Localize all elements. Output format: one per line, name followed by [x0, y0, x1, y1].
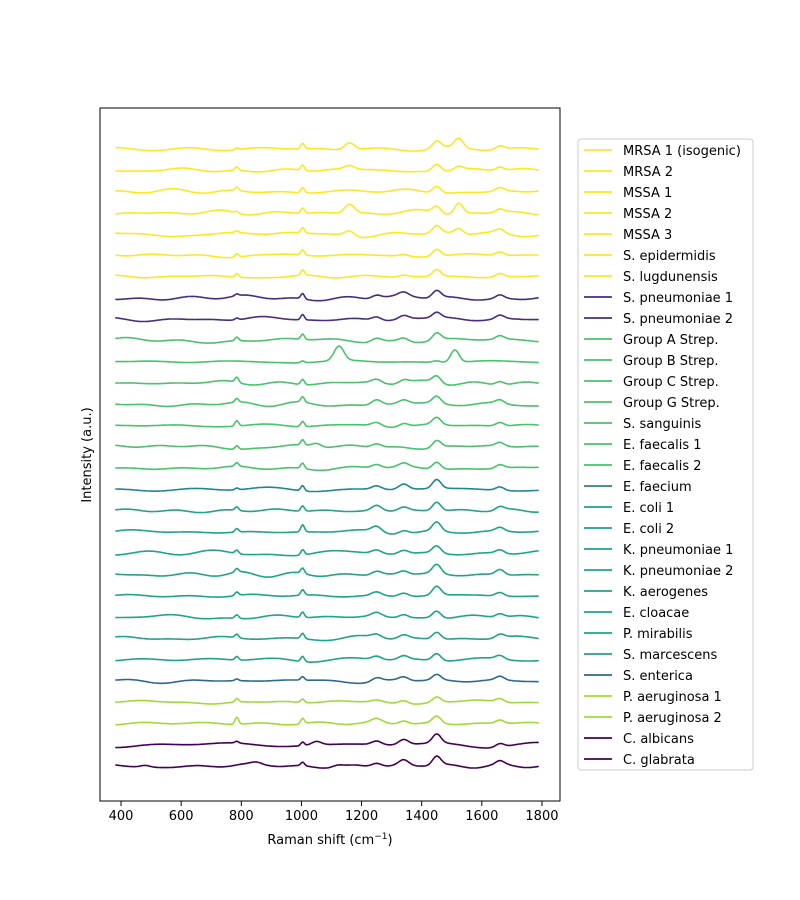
series-line	[115, 563, 539, 578]
legend-label: P. aeruginosa 1	[623, 690, 722, 705]
legend-label: P. mirabilis	[623, 627, 693, 642]
series-line	[115, 585, 539, 598]
series-line	[115, 416, 539, 429]
legend-label: K. pneumoniae 1	[623, 543, 733, 558]
series-line	[115, 289, 539, 302]
legend-label: S. enterica	[623, 669, 693, 684]
legend-label: E. faecium	[623, 480, 692, 495]
legend-label: Group A Strep.	[623, 333, 719, 348]
x-axis-ticks: 400 600 800 1000 1200 1400 1600 1800	[109, 801, 559, 824]
series-line	[115, 163, 539, 173]
x-tick-label: 1800	[525, 809, 558, 824]
series-line	[115, 332, 539, 344]
series-line	[115, 652, 539, 663]
legend-label: MSSA 2	[623, 207, 672, 222]
legend-label: MRSA 1 (isogenic)	[623, 144, 741, 159]
legend-label: MSSA 1	[623, 186, 672, 201]
legend-label: K. aerogenes	[623, 585, 708, 600]
y-axis-label: Intensity (a.u.)	[80, 407, 95, 502]
series-line	[115, 248, 539, 259]
series-line	[115, 544, 539, 557]
series-line	[115, 395, 539, 408]
legend-label: S. epidermidis	[623, 249, 716, 264]
legend-label: C. albicans	[623, 732, 694, 747]
series-line	[115, 461, 539, 472]
x-tick-label: 600	[169, 809, 194, 824]
series-line	[115, 438, 539, 450]
legend-label: E. faecalis 2	[623, 459, 702, 474]
series-line	[115, 733, 539, 749]
series-line	[115, 755, 539, 769]
legend-label: S. lugdunensis	[623, 270, 718, 285]
legend-items: MRSA 1 (isogenic) MRSA 2 MSSA 1 MSSA 2 MSSA …	[584, 144, 741, 768]
series-line	[115, 715, 539, 726]
series-line	[115, 202, 539, 216]
series-line	[115, 610, 539, 620]
x-tick-label: 800	[229, 809, 254, 824]
series-line	[115, 501, 539, 514]
series-line	[115, 345, 539, 364]
legend-label: S. pneumoniae 2	[623, 312, 733, 327]
legend-label: E. coli 2	[623, 522, 674, 537]
legend-label: MSSA 3	[623, 228, 672, 243]
series-line	[115, 696, 539, 705]
legend-label: E. coli 1	[623, 501, 674, 516]
series-line	[115, 521, 539, 535]
x-axis-label: Raman shift (cm−1)	[267, 832, 392, 848]
series-line	[115, 224, 539, 239]
x-tick-label: 1400	[405, 809, 438, 824]
series-line	[115, 185, 539, 194]
x-axis-label-main: Raman shift (cm	[267, 833, 374, 848]
series-line	[115, 268, 539, 279]
x-tick-label: 400	[109, 809, 134, 824]
spectra-lines	[115, 137, 539, 769]
legend-label: K. pneumoniae 2	[623, 564, 733, 579]
legend-label: C. glabrata	[623, 753, 695, 768]
x-axis-label-superscript: −1	[374, 832, 387, 842]
legend-label: S. marcescens	[623, 648, 718, 663]
series-line	[115, 478, 539, 493]
legend-label: S. sanguinis	[623, 417, 701, 432]
legend-label: Group G Strep.	[623, 396, 720, 411]
x-tick-label: 1200	[345, 809, 378, 824]
legend-label: P. aeruginosa 2	[623, 711, 722, 726]
legend-label: Group B Strep.	[623, 354, 719, 369]
x-tick-label: 1000	[285, 809, 318, 824]
plot-frame	[99, 107, 561, 802]
legend-label: E. cloacae	[623, 606, 689, 621]
legend-label: E. faecalis 1	[623, 438, 702, 453]
x-tick-label: 1600	[465, 809, 498, 824]
series-line	[115, 374, 539, 386]
legend-label: Group C Strep.	[623, 375, 719, 390]
series-line	[115, 673, 539, 685]
series-line	[115, 137, 539, 152]
legend-label: S. pneumoniae 1	[623, 291, 733, 306]
series-line	[115, 631, 539, 642]
series-line	[115, 311, 539, 323]
legend: MRSA 1 (isogenic) MRSA 2 MSSA 1 MSSA 2 MSSA …	[577, 138, 754, 771]
legend-box	[577, 138, 754, 771]
x-axis-label-suffix: )	[388, 833, 393, 848]
legend-label: MRSA 2	[623, 165, 673, 180]
